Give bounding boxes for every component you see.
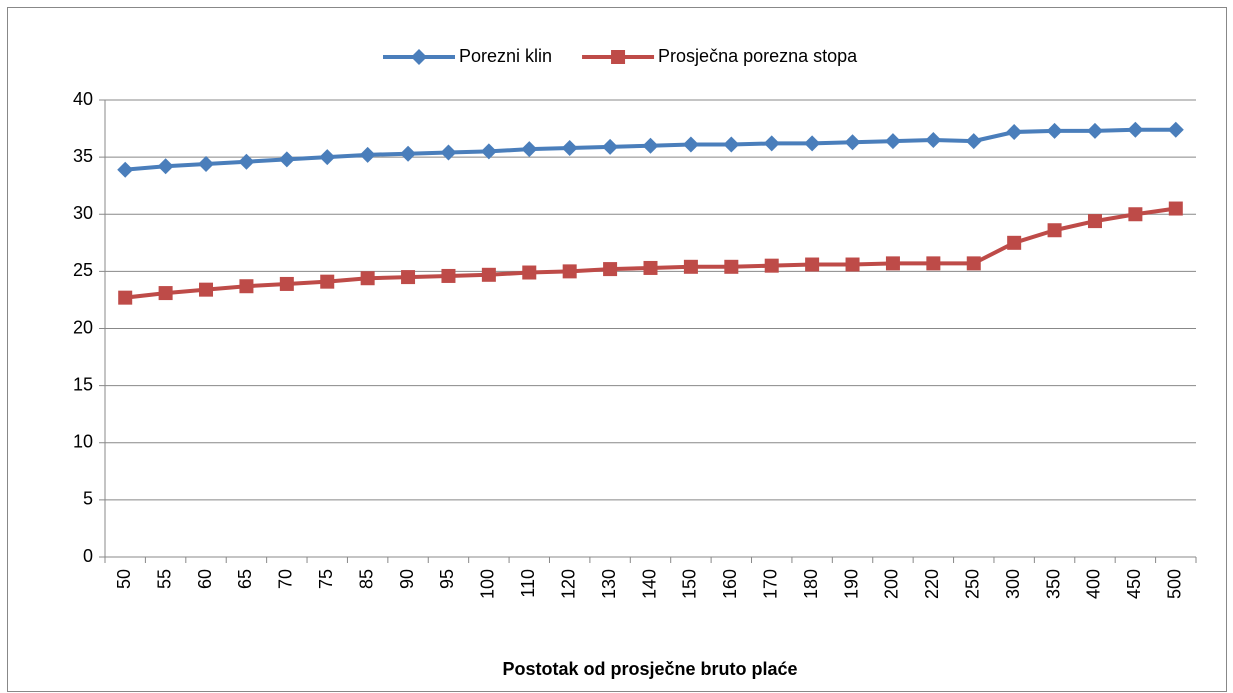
legend-marker [611,50,626,64]
data-point [643,260,658,275]
data-point [683,259,698,274]
y-tick-label: 10 [73,432,93,452]
legend-marker [411,49,427,65]
data-point [239,279,254,294]
legend-label: Prosječna porezna stopa [658,46,858,66]
data-point [400,145,417,162]
x-tick-label: 90 [397,569,417,589]
data-point [1046,122,1063,139]
x-tick-label: 120 [558,569,578,599]
data-point [885,256,900,271]
data-point [723,136,740,153]
x-tick-label: 400 [1084,569,1104,599]
x-tick-label: 180 [801,569,821,599]
y-tick-label: 5 [83,489,93,509]
y-tick-label: 15 [73,374,93,394]
x-tick-label: 60 [195,569,215,589]
y-tick-label: 40 [73,89,93,109]
x-tick-label: 110 [518,569,538,598]
x-tick-label: 450 [1124,569,1144,599]
data-point [804,135,821,152]
data-point [279,276,294,291]
data-point [561,139,578,156]
x-tick-label: 65 [235,569,255,589]
data-point [1086,122,1103,139]
x-tick-label: 170 [760,569,780,599]
data-point [481,267,496,282]
data-point [440,144,457,161]
data-point [1047,223,1062,238]
data-point [521,141,538,158]
x-tick-label: 95 [437,569,457,589]
x-tick-label: 130 [599,569,619,599]
data-point [1087,214,1102,229]
x-tick-label: 160 [720,569,740,599]
data-point [844,134,861,151]
x-tick-label: 50 [114,569,134,589]
data-point [1007,235,1022,250]
x-tick-label: 70 [276,569,296,589]
x-tick-label: 200 [882,569,902,599]
data-point [278,151,295,168]
data-point [401,270,416,285]
data-point [845,257,860,272]
x-tick-label: 150 [680,569,700,599]
data-point [199,282,214,297]
data-point [925,131,942,148]
data-point [117,161,134,178]
y-tick-label: 0 [83,546,93,566]
data-point [320,274,335,289]
data-point [522,265,537,280]
data-point [198,155,215,172]
data-point [764,258,779,273]
y-tick-label: 20 [73,317,93,337]
data-point [966,256,981,271]
data-point [441,268,456,283]
data-point [965,133,982,150]
y-tick-label: 35 [73,146,93,166]
data-point [805,257,820,272]
x-tick-label: 85 [356,569,376,589]
x-tick-label: 100 [478,569,498,599]
data-point [158,286,173,301]
data-point [602,138,619,155]
x-tick-label: 350 [1043,569,1063,599]
data-point [763,135,780,152]
data-point [562,264,577,279]
x-tick-label: 300 [1003,569,1023,599]
data-point [360,271,375,286]
data-point [603,262,618,277]
x-tick-label: 250 [963,569,983,599]
data-point [884,133,901,150]
data-point [319,149,336,166]
y-tick-label: 25 [73,260,93,280]
data-point [238,153,255,170]
y-tick-label: 30 [73,203,93,223]
x-axis-title: Postotak od prosječne bruto plaće [502,659,797,679]
data-point [1127,121,1144,138]
data-point [1006,123,1023,140]
data-point [1128,207,1143,222]
x-tick-label: 55 [154,569,174,589]
data-point [642,137,659,154]
legend-label: Porezni klin [459,46,552,66]
data-point [1167,121,1184,138]
x-tick-label: 190 [841,569,861,599]
data-point [1168,201,1183,216]
data-point [157,158,174,175]
data-point [359,146,376,163]
data-point [926,256,941,271]
x-tick-label: 500 [1165,569,1185,599]
data-point [682,136,699,153]
x-tick-label: 220 [922,569,942,599]
data-point [724,259,739,274]
data-point [118,290,133,305]
x-tick-label: 75 [316,569,336,589]
x-tick-label: 140 [639,569,659,599]
chart-border [7,7,1227,692]
data-point [480,143,497,160]
